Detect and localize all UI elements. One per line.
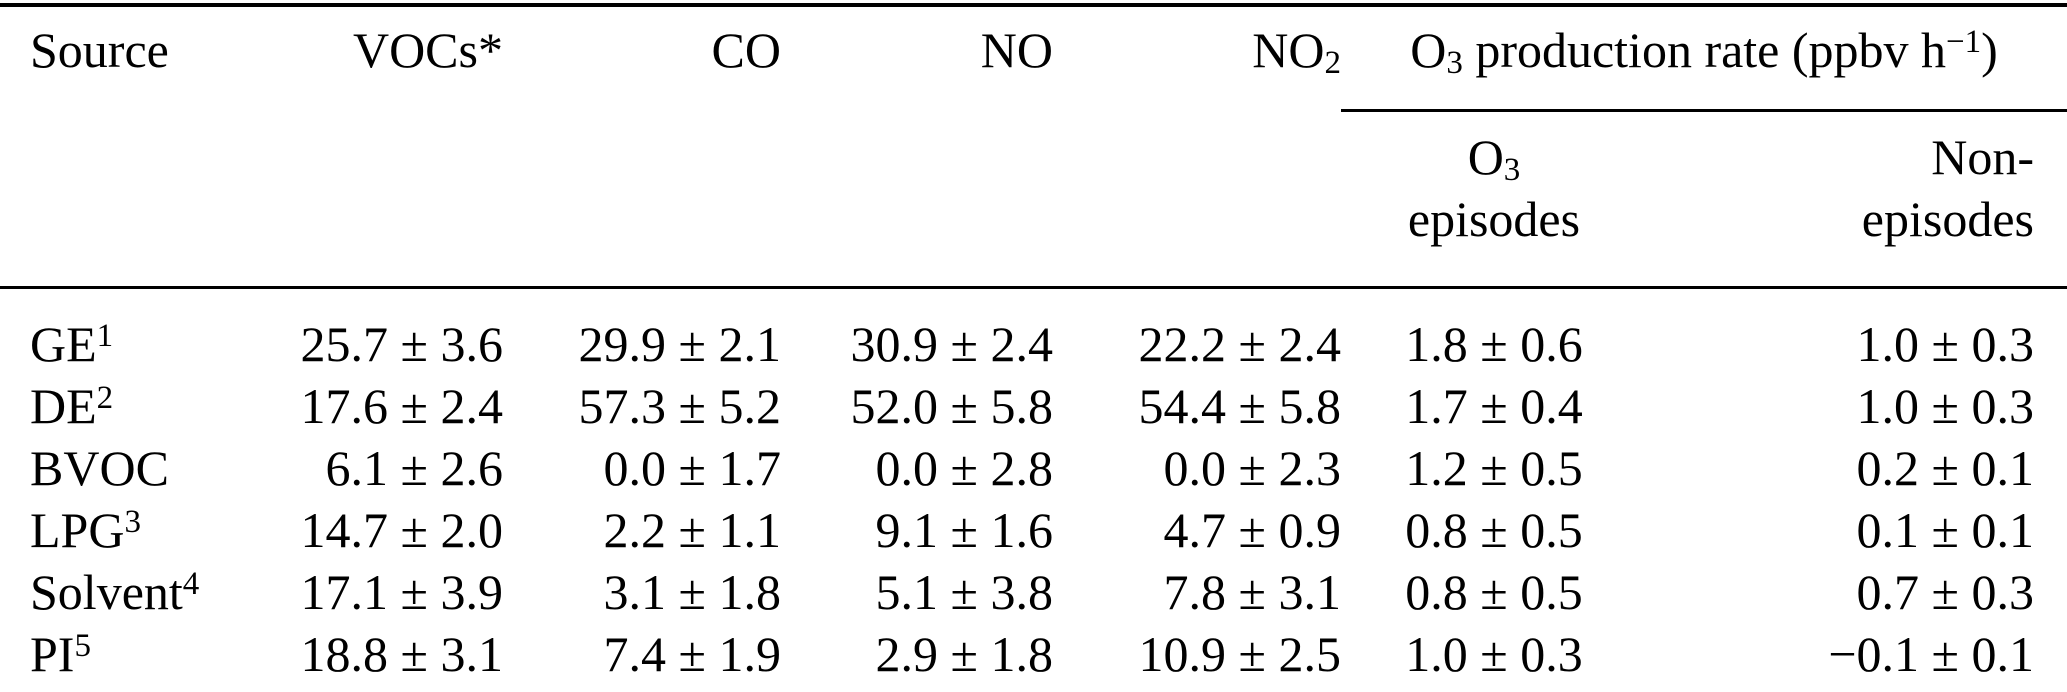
subheader-empty-source <box>0 110 280 289</box>
cell-non-episodes: −0.1 ± 0.1 <box>1828 626 2034 682</box>
header-co-label: CO <box>711 22 781 78</box>
subheader-empty-vocs <box>280 110 503 289</box>
group-title-superscript: −1 <box>1946 24 1982 61</box>
cell-non-episodes: 1.0 ± 0.3 <box>1856 378 2034 434</box>
group-title-mid: production rate (ppbv h <box>1462 22 1947 78</box>
cell-no: 2.9 ± 1.8 <box>875 626 1053 682</box>
table-row-bvoc: BVOC 6.1 ± 2.6 0.0 ± 1.7 0.0 ± 2.8 0.0 ±… <box>0 437 2067 499</box>
column-header-co: CO <box>503 5 781 111</box>
cell-co: 57.3 ± 5.2 <box>578 378 781 434</box>
cell-no: 0.0 ± 2.8 <box>875 440 1053 496</box>
subcolumn-header-non-episodes: Non-episodes <box>1647 110 2067 289</box>
cell-non-episodes: 1.0 ± 0.3 <box>1856 316 2034 372</box>
cell-co: 3.1 ± 1.8 <box>603 564 781 620</box>
cell-source: BVOC <box>0 437 280 499</box>
o3-production-rate-table: Source VOCs* CO NO NO2 O3 production rat… <box>0 3 2067 692</box>
header-source-label: Source <box>30 22 169 78</box>
cell-source: DE2 <box>0 375 280 437</box>
cell-vocs: 25.7 ± 3.6 <box>300 316 503 372</box>
cell-no2: 0.0 ± 2.3 <box>1163 440 1341 496</box>
column-header-source: Source <box>0 5 280 111</box>
source-label: GE <box>30 316 97 372</box>
source-superscript: 3 <box>124 504 141 541</box>
group-title-post: ) <box>1981 22 1998 78</box>
source-label: LPG <box>30 502 125 558</box>
cell-vocs: 14.7 ± 2.0 <box>300 502 503 558</box>
table-row-lpg: LPG3 14.7 ± 2.0 2.2 ± 1.1 9.1 ± 1.6 4.7 … <box>0 499 2067 561</box>
non-episodes-line2: episodes <box>1861 191 2034 247</box>
column-header-no: NO <box>781 5 1053 111</box>
cell-source: GE1 <box>0 288 280 376</box>
non-episodes-line1: Non- <box>1931 129 2034 185</box>
cell-vocs: 17.1 ± 3.9 <box>300 564 503 620</box>
table-header: Source VOCs* CO NO NO2 O3 production rat… <box>0 5 2067 289</box>
source-superscript: 4 <box>182 566 200 603</box>
cell-non-episodes: 0.1 ± 0.1 <box>1856 502 2034 558</box>
source-superscript: 5 <box>74 628 91 665</box>
cell-co: 29.9 ± 2.1 <box>578 316 781 372</box>
cell-source: PI5 <box>0 623 280 692</box>
cell-source: Solvent4 <box>0 561 280 623</box>
table-row-de: DE2 17.6 ± 2.4 57.3 ± 5.2 52.0 ± 5.8 54.… <box>0 375 2067 437</box>
subcolumn-header-o3-episodes: O3 episodes <box>1341 110 1647 289</box>
o3-episodes-line1-base: O <box>1467 129 1504 185</box>
cell-no2: 10.9 ± 2.5 <box>1138 626 1341 682</box>
o3-episodes-line2: episodes <box>1407 191 1581 247</box>
cell-source: LPG3 <box>0 499 280 561</box>
cell-o3-episodes: 1.0 ± 0.3 <box>1405 626 1583 682</box>
source-label: Solvent <box>30 564 183 620</box>
cell-o3-episodes: 1.8 ± 0.6 <box>1405 316 1583 372</box>
source-label: BVOC <box>30 440 169 496</box>
cell-vocs: 17.6 ± 2.4 <box>300 378 503 434</box>
source-superscript: 1 <box>96 318 114 355</box>
source-label: PI <box>30 626 75 682</box>
column-header-no2: NO2 <box>1053 5 1341 111</box>
header-row: Source VOCs* CO NO NO2 O3 production rat… <box>0 5 2067 112</box>
source-label: DE <box>30 378 97 434</box>
cell-no2: 22.2 ± 2.4 <box>1138 316 1341 372</box>
subheader-row: O3 episodes Non-episodes <box>0 110 2067 289</box>
table-row-pi: PI5 18.8 ± 3.1 7.4 ± 1.9 2.9 ± 1.8 10.9 … <box>0 623 2067 692</box>
cell-o3-episodes: 0.8 ± 0.5 <box>1405 502 1583 558</box>
group-header-o3-production-rate: O3 production rate (ppbv h−1) <box>1341 5 2067 112</box>
cell-vocs: 18.8 ± 3.1 <box>300 626 503 682</box>
cell-no2: 54.4 ± 5.8 <box>1138 378 1341 434</box>
column-header-vocs: VOCs* <box>280 5 503 111</box>
table-body: GE1 25.7 ± 3.6 29.9 ± 2.1 30.9 ± 2.4 22.… <box>0 288 2067 692</box>
source-superscript: 2 <box>96 380 114 417</box>
table-row-ge: GE1 25.7 ± 3.6 29.9 ± 2.1 30.9 ± 2.4 22.… <box>0 288 2067 376</box>
group-title-pre: O <box>1410 22 1447 78</box>
header-vocs-label: VOCs* <box>352 22 503 78</box>
cell-no2: 7.8 ± 3.1 <box>1163 564 1341 620</box>
subheader-empty-no2 <box>1053 110 1341 289</box>
cell-non-episodes: 0.7 ± 0.3 <box>1856 564 2034 620</box>
group-title-subscript: 3 <box>1446 44 1463 81</box>
cell-no2: 4.7 ± 0.9 <box>1163 502 1341 558</box>
subheader-empty-no <box>781 110 1053 289</box>
cell-no: 52.0 ± 5.8 <box>850 378 1053 434</box>
header-no2-subscript: 2 <box>1324 44 1342 81</box>
subheader-empty-co <box>503 110 781 289</box>
cell-o3-episodes: 1.2 ± 0.5 <box>1405 440 1583 496</box>
cell-co: 0.0 ± 1.7 <box>603 440 781 496</box>
cell-no: 5.1 ± 3.8 <box>875 564 1053 620</box>
cell-o3-episodes: 0.8 ± 0.5 <box>1405 564 1583 620</box>
header-no-label: NO <box>980 22 1053 78</box>
cell-non-episodes: 0.2 ± 0.1 <box>1856 440 2034 496</box>
cell-co: 7.4 ± 1.9 <box>603 626 781 682</box>
header-no2-base: NO <box>1252 22 1325 78</box>
cell-vocs: 6.1 ± 2.6 <box>325 440 503 496</box>
table-row-solvent: Solvent4 17.1 ± 3.9 3.1 ± 1.8 5.1 ± 3.8 … <box>0 561 2067 623</box>
cell-o3-episodes: 1.7 ± 0.4 <box>1405 378 1583 434</box>
o3-episodes-line1-subscript: 3 <box>1503 151 1521 188</box>
cell-no: 9.1 ± 1.6 <box>875 502 1053 558</box>
cell-no: 30.9 ± 2.4 <box>850 316 1053 372</box>
cell-co: 2.2 ± 1.1 <box>603 502 781 558</box>
